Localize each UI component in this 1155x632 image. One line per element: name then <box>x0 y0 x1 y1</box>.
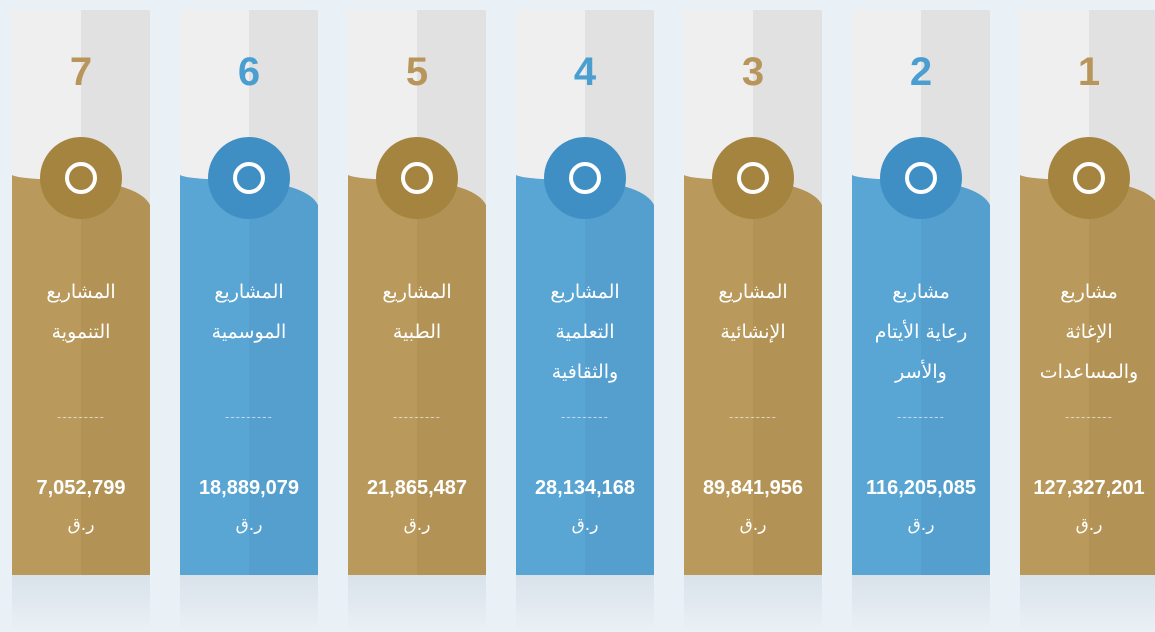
item-title: مشاريع رعاية الأيتام والأسر <box>852 272 990 392</box>
item-number: 1 <box>1077 50 1101 94</box>
item-title: المشاريع التنموية <box>12 272 150 352</box>
separator: --------- <box>393 410 441 424</box>
title-line: والثقافية <box>551 361 619 383</box>
column-bg <box>684 10 822 632</box>
item-title: المشاريع الإنشائية <box>684 272 822 352</box>
item-number: 2 <box>909 50 933 94</box>
item-amount: 21,865,487 <box>366 477 468 499</box>
item-amount: 7,052,799 <box>36 477 126 499</box>
title-line: المشاريع <box>214 281 284 303</box>
column: 3 المشاريع الإنشائية --------- 89,841,956 ر.ق <box>684 10 822 632</box>
title-line: المشاريع <box>382 281 452 303</box>
title-line: مشاريع <box>1060 281 1118 303</box>
column: 2 مشاريع رعاية الأيتام والأسر --------- 116,2… <box>852 10 990 632</box>
currency: ر.ق <box>907 515 935 535</box>
title-line: والمساعدات <box>1039 361 1139 383</box>
title-line: التعلمية <box>555 321 615 343</box>
title-line: المشاريع <box>46 281 116 303</box>
column: 7 المشاريع التنموية --------- 7,052,799 ر.ق <box>12 10 150 632</box>
item-amount: 116,205,085 <box>865 477 977 499</box>
item-number: 4 <box>573 50 597 94</box>
title-line: الطبية <box>392 321 442 343</box>
currency: ر.ق <box>235 515 263 535</box>
item-title: مشاريع الإغاثة والمساعدات <box>1020 272 1155 392</box>
column-bg <box>516 10 654 632</box>
title-line: الموسمية <box>211 321 287 343</box>
column-bg <box>348 10 486 632</box>
item-amount: 127,327,201 <box>1033 477 1145 499</box>
separator: --------- <box>57 410 105 424</box>
item-number: 5 <box>405 50 429 94</box>
item-amount: 28,134,168 <box>534 477 636 499</box>
currency: ر.ق <box>571 515 599 535</box>
currency: ر.ق <box>67 515 95 535</box>
item-number: 3 <box>741 50 765 94</box>
item-title: المشاريع الموسمية <box>180 272 318 352</box>
currency: ر.ق <box>403 515 431 535</box>
separator: --------- <box>1065 410 1113 424</box>
title-line: رعاية الأيتام <box>874 321 968 343</box>
title-line: مشاريع <box>892 281 950 303</box>
separator: --------- <box>729 410 777 424</box>
title-line: المشاريع <box>718 281 788 303</box>
item-title: المشاريع التعلمية والثقافية <box>516 272 654 392</box>
currency: ر.ق <box>739 515 767 535</box>
column-bg <box>180 10 318 632</box>
title-line: التنموية <box>51 321 111 343</box>
item-amount: 18,889,079 <box>198 477 300 499</box>
title-line: والأسر <box>895 361 947 383</box>
currency: ر.ق <box>1075 515 1103 535</box>
separator: --------- <box>225 410 273 424</box>
column: 4 المشاريع التعلمية والثقافية --------- 28,13… <box>516 10 654 632</box>
column: 1 مشاريع الإغاثة والمساعدات --------- 127,327… <box>1020 10 1155 632</box>
item-title: المشاريع الطبية <box>348 272 486 352</box>
column: 5 المشاريع الطبية --------- 21,865,487 ر.ق <box>348 10 486 632</box>
title-line: الإنشائية <box>720 321 786 343</box>
item-number: 7 <box>69 50 93 94</box>
column-bg <box>12 10 150 632</box>
separator: --------- <box>897 410 945 424</box>
column: 6 المشاريع الموسمية --------- 18,889,079 ر.ق <box>180 10 318 632</box>
column-bg <box>1020 10 1155 632</box>
column-bg <box>852 10 990 632</box>
separator: --------- <box>561 410 609 424</box>
item-number: 6 <box>237 50 261 94</box>
title-line: المشاريع <box>550 281 620 303</box>
title-line: الإغاثة <box>1065 321 1113 343</box>
item-amount: 89,841,956 <box>702 477 804 499</box>
